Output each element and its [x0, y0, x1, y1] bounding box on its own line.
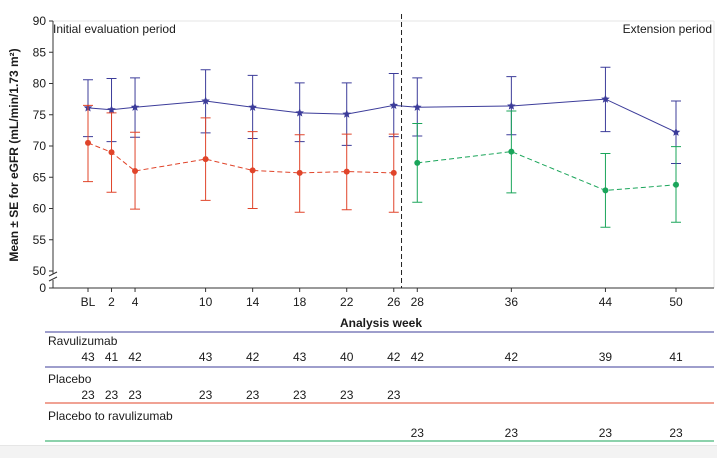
y-tick-label: 70	[33, 139, 47, 153]
y-tick-label: 0	[39, 281, 46, 295]
risk-row-ravulizumab: Ravulizumab 43 41 42 43 42 43 40 42 42 42 39 41	[45, 331, 714, 368]
risk-row-label: Placebo to ravulizumab	[48, 409, 173, 423]
risk-row-placebo: Placebo 23 23 23 23 23 23 23 23	[45, 372, 714, 404]
series-line	[417, 151, 677, 191]
x-axis-title: Analysis week	[340, 316, 422, 330]
risk-count: 42	[128, 350, 142, 364]
y-tick-label: 85	[33, 45, 47, 59]
axes: 0 50 55 60 65 70 75 80 85 90 BL 2 4 10 14 18 22 26 28 36 44 5…	[33, 14, 715, 309]
data-point-star	[671, 127, 681, 136]
data-point-star	[507, 101, 516, 110]
data-point-star	[342, 109, 351, 118]
x-tick-label: 2	[108, 295, 115, 309]
y-tick-label: 65	[33, 170, 47, 184]
x-tick-label: 44	[599, 295, 613, 309]
risk-count: 39	[599, 350, 613, 364]
data-point-star	[248, 102, 257, 111]
y-axis-title: Mean ± SE for eGFR (mL/min/1.73 m²)	[7, 48, 21, 261]
risk-count: 43	[81, 350, 95, 364]
risk-count: 41	[669, 350, 683, 364]
y-axis-break-mark	[48, 276, 58, 282]
risk-row-placebo-to-ravulizumab: Placebo to ravulizumab 23 23 23 23	[45, 409, 714, 442]
data-point-star	[107, 105, 116, 114]
x-tick-label: 36	[505, 295, 519, 309]
data-point-star	[130, 102, 140, 111]
risk-row-label: Placebo	[48, 372, 92, 386]
x-tick-label: 14	[246, 295, 260, 309]
data-point-star	[295, 108, 304, 117]
risk-count: 43	[199, 350, 213, 364]
x-tick-label: 18	[293, 295, 307, 309]
data-point-star	[601, 94, 610, 103]
data-point	[202, 156, 209, 163]
y-tick-label: 90	[33, 14, 47, 28]
data-point	[390, 169, 397, 176]
data-point	[85, 139, 91, 146]
data-point	[602, 187, 609, 194]
data-point	[673, 181, 679, 188]
risk-count: 23	[128, 388, 142, 402]
risk-count: 42	[411, 350, 425, 364]
y-tick-label: 55	[33, 233, 47, 247]
data-point-star	[389, 100, 399, 110]
risk-count: 23	[293, 388, 307, 402]
data-point	[108, 149, 115, 156]
data-point	[343, 168, 350, 175]
y-tick-label: 80	[33, 77, 47, 91]
y-tick-label: 60	[33, 202, 47, 216]
risk-count: 23	[105, 388, 119, 402]
period-label-extension: Extension period	[623, 22, 712, 36]
risk-count: 42	[246, 350, 260, 364]
risk-count: 23	[599, 426, 613, 440]
x-tick-label: 50	[669, 295, 683, 309]
risk-count: 43	[293, 350, 307, 364]
series-ravulizumab	[83, 66, 681, 164]
risk-count: 23	[505, 426, 519, 440]
series-layer	[83, 66, 681, 228]
y-axis-break-mark	[48, 271, 58, 277]
series-line	[87, 98, 677, 133]
egfr-chart: 0 50 55 60 65 70 75 80 85 90 BL 2 4 10 14 18 22 26 28 36 44 5…	[7, 14, 715, 442]
risk-count: 41	[105, 350, 119, 364]
risk-count: 23	[411, 426, 425, 440]
y-tick-label: 50	[33, 264, 47, 278]
risk-count: 42	[387, 350, 401, 364]
risk-count: 23	[246, 388, 260, 402]
at-risk-table: Ravulizumab 43 41 42 43 42 43 40 42 42 42 39 41 Place…	[45, 331, 714, 442]
risk-count: 23	[81, 388, 95, 402]
data-point	[296, 169, 303, 176]
risk-count: 23	[199, 388, 213, 402]
x-tick-label: 4	[132, 295, 139, 309]
data-point	[132, 168, 139, 174]
risk-count: 23	[669, 426, 683, 440]
risk-row-label: Ravulizumab	[48, 334, 118, 348]
data-point	[414, 159, 421, 166]
x-tick-label: 28	[411, 295, 425, 309]
x-tick-label: 22	[340, 295, 354, 309]
risk-count: 40	[340, 350, 354, 364]
x-tick-label: 26	[387, 295, 401, 309]
data-point	[508, 148, 515, 155]
period-label-initial: Initial evaluation period	[53, 22, 176, 36]
data-point-star	[413, 102, 422, 111]
x-tick-label: 10	[199, 295, 213, 309]
series-placebo	[83, 104, 399, 213]
x-tick-label: BL	[81, 295, 96, 309]
risk-count: 42	[505, 350, 519, 364]
caption-bar	[0, 445, 717, 458]
series-placebo-to-ravulizumab	[412, 110, 681, 228]
risk-count: 23	[340, 388, 354, 402]
y-tick-label: 75	[33, 108, 47, 122]
data-point	[249, 167, 256, 174]
risk-count: 23	[387, 388, 401, 402]
data-point-star	[201, 96, 210, 105]
